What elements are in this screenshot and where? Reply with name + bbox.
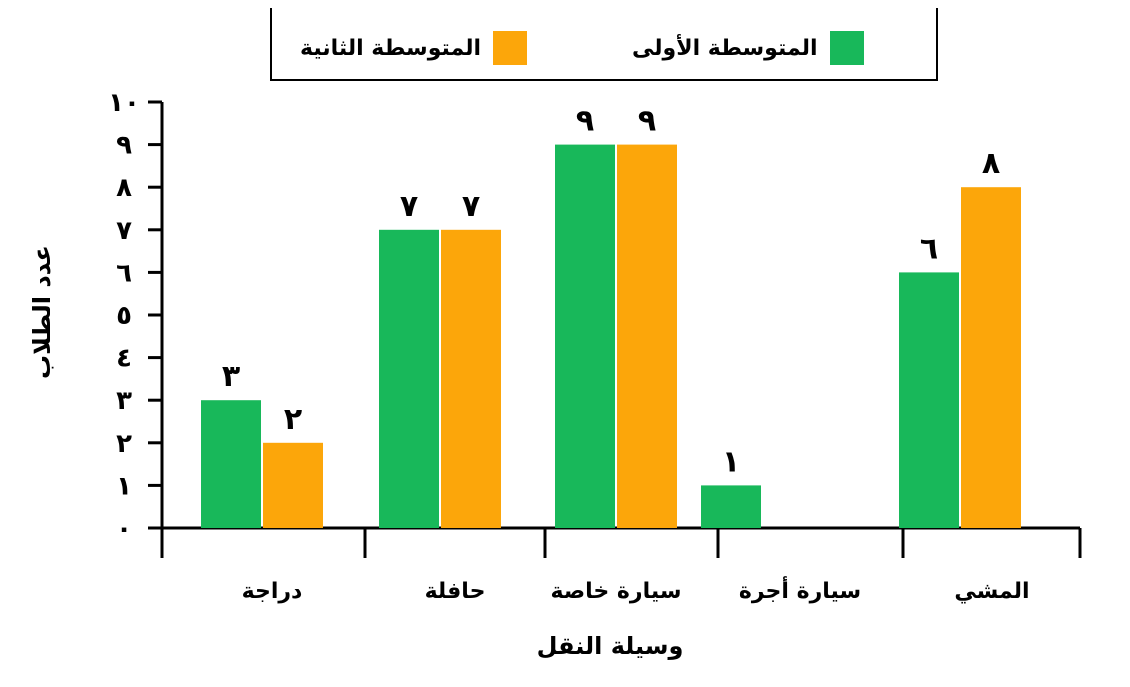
data-label-series-1: ١ <box>722 444 740 479</box>
legend: المتوسطة الثانية المتوسطة الأولى <box>270 8 938 81</box>
y-tick-label: ٠ <box>116 514 132 544</box>
x-axis-title: وسيلة النقل <box>536 632 684 660</box>
bar-series-1 <box>555 144 615 528</box>
y-axis-title: عدد الطلاب <box>28 245 56 379</box>
x-tick-label: المشي <box>954 579 1029 604</box>
y-tick-label: ٩ <box>116 131 132 161</box>
bar-series-2 <box>961 187 1021 528</box>
data-label-series-1: ٧ <box>400 189 418 224</box>
y-tick-label: ٦ <box>116 258 132 288</box>
bar-series-2 <box>263 442 323 528</box>
bar-series-2 <box>441 229 501 529</box>
legend-swatch-series-1 <box>829 31 864 65</box>
y-tick-label: ٧ <box>116 216 132 246</box>
legend-label-series-2: المتوسطة الثانية <box>300 35 482 61</box>
bar-series-2 <box>617 144 677 528</box>
y-tick-label: ٥ <box>116 301 132 331</box>
data-label-series-2: ٩ <box>638 104 656 139</box>
x-tick-label: سيارة خاصة <box>551 579 682 604</box>
bar-series-1 <box>201 400 261 528</box>
data-label-series-2: ٢ <box>284 402 302 437</box>
legend-swatch-series-2 <box>493 31 528 65</box>
x-tick-label: دراجة <box>242 579 303 604</box>
data-label-series-2: ٧ <box>462 189 480 224</box>
data-label-series-1: ٦ <box>920 231 938 266</box>
y-tick-label: ٣ <box>116 386 132 416</box>
y-tick-label: ١ <box>116 471 132 501</box>
bar-series-1 <box>899 272 959 528</box>
bar-series-1 <box>701 485 761 528</box>
y-tick-label: ٤ <box>116 344 132 374</box>
y-tick-label: ٢ <box>116 429 132 459</box>
data-label-series-1: ٩ <box>576 104 594 139</box>
bar-series-1 <box>379 229 439 529</box>
y-tick-label: ٨ <box>116 173 132 203</box>
data-label-series-1: ٣ <box>222 359 240 394</box>
x-tick-label: حافلة <box>425 579 486 604</box>
legend-item-series-2: المتوسطة الثانية <box>300 31 528 65</box>
x-tick-label: سيارة أجرة <box>739 575 861 604</box>
legend-label-series-1: المتوسطة الأولى <box>632 35 818 61</box>
data-label-series-2: ٨ <box>982 146 1000 181</box>
y-tick-label: ١٠ <box>108 88 140 118</box>
legend-item-series-1: المتوسطة الأولى <box>632 31 864 65</box>
